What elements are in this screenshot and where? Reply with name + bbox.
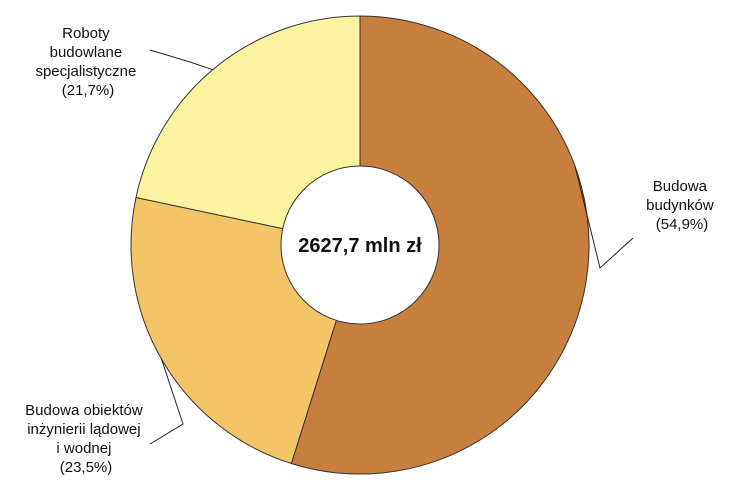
leader-lines-group: [149, 49, 634, 445]
total-label: 2627,7 mln zł: [298, 235, 422, 257]
slice-label-budowa-budynkow: Budowa budynków (54,9%): [646, 178, 718, 233]
slice-budowa-budynkow: [290, 15, 590, 475]
donut-hole: [280, 165, 440, 325]
slice-label-budowa-obiektow: Budowa obiektów inżynierii lądowej i wod…: [25, 402, 147, 476]
leader-roboty-budowlane: [149, 49, 213, 71]
slices-group: [130, 15, 590, 475]
slice-label-roboty-budowlane: Roboty budowlane specjalistyczne (21,7%): [35, 25, 140, 99]
leader-budowa-budynkow: [574, 166, 634, 269]
slice-roboty-budowlane: [135, 15, 361, 246]
leader-budowa-obiektow: [149, 358, 184, 445]
